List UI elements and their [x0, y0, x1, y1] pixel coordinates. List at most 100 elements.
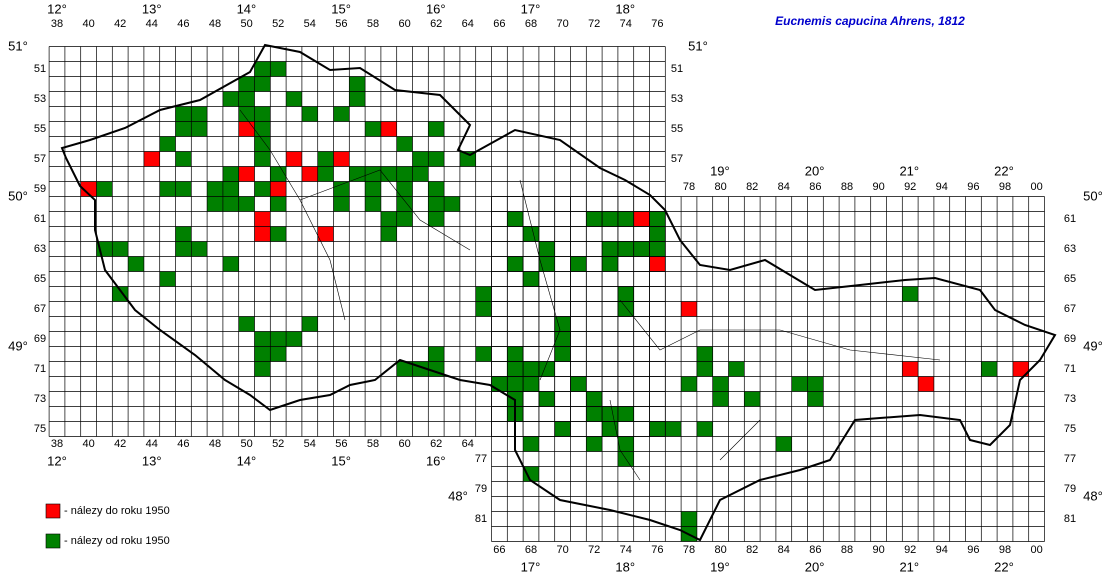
row-label: 55: [34, 123, 46, 135]
column-label: 84: [778, 181, 790, 193]
row-label: 79: [1064, 483, 1076, 495]
record-cell: [238, 106, 255, 122]
record-cell: [696, 421, 713, 437]
cells: [80, 61, 1029, 542]
column-label: 72: [588, 18, 600, 30]
record-cell: [207, 196, 223, 212]
record-cell: [191, 106, 208, 122]
record-cell: [681, 511, 697, 527]
record-cell: [270, 61, 287, 77]
record-cell: [459, 151, 476, 167]
record-cell: [428, 151, 445, 167]
record-cell: [602, 241, 618, 257]
row-label: 81: [1064, 513, 1076, 525]
legend-label: - nálezy od roku 1950: [64, 535, 170, 547]
column-label: 44: [146, 438, 158, 450]
record-cell: [586, 391, 603, 407]
longitude-label: 22°: [994, 559, 1014, 574]
record-cell: [902, 286, 919, 302]
record-cell: [649, 421, 666, 437]
record-cell: [222, 166, 239, 182]
country-border: [60, 43, 1057, 542]
record-cell: [602, 421, 618, 437]
record-cell: [649, 241, 666, 257]
record-cell: [617, 301, 634, 317]
record-cell: [554, 346, 571, 362]
record-cell: [270, 226, 287, 242]
record-cell: [475, 301, 492, 317]
record-cell: [586, 436, 603, 452]
column-label: 62: [430, 18, 442, 30]
record-cell: [617, 241, 634, 257]
longitude-label: 14°: [237, 1, 257, 16]
record-cell: [602, 211, 618, 227]
column-label: 66: [493, 544, 505, 556]
record-cell: [270, 196, 287, 212]
record-cell: [523, 376, 539, 392]
record-cell: [175, 181, 192, 197]
record-cell: [254, 226, 271, 242]
column-label: 38: [51, 438, 63, 450]
column-label: 76: [651, 18, 663, 30]
record-cell: [349, 91, 366, 107]
record-cell: [365, 196, 381, 212]
row-label: 67: [1064, 303, 1076, 315]
row-label: 65: [34, 273, 46, 285]
record-cell: [586, 406, 603, 422]
column-label: 94: [936, 544, 948, 556]
record-cell: [238, 121, 255, 137]
record-cell: [602, 256, 618, 272]
record-cell: [791, 376, 808, 392]
longitude-label: 13°: [142, 453, 162, 468]
record-cell: [538, 241, 555, 257]
column-label: 74: [620, 544, 632, 556]
record-cell: [238, 316, 255, 332]
record-cell: [270, 331, 287, 347]
record-cell: [159, 271, 176, 287]
record-cell: [396, 211, 413, 227]
record-cell: [365, 121, 381, 137]
column-label: 46: [177, 18, 189, 30]
record-cell: [744, 391, 761, 407]
record-cell: [681, 301, 697, 317]
record-cell: [222, 91, 239, 107]
column-label: 00: [1030, 544, 1042, 556]
record-cell: [80, 181, 97, 197]
row-label: 61: [34, 213, 46, 225]
column-label: 52: [272, 438, 284, 450]
record-cell: [570, 256, 587, 272]
record-cell: [159, 136, 176, 152]
record-cell: [554, 316, 571, 332]
longitude-label: 19°: [710, 163, 730, 178]
column-label: 80: [714, 181, 726, 193]
record-cell: [696, 346, 713, 362]
record-cell: [270, 346, 287, 362]
record-cell: [507, 256, 524, 272]
column-label: 92: [904, 181, 916, 193]
record-cell: [696, 361, 713, 377]
latitude-label: 48°: [1083, 488, 1103, 503]
column-label: 40: [82, 18, 94, 30]
longitude-label: 17°: [521, 559, 541, 574]
column-label: 70: [556, 18, 568, 30]
record-cell: [523, 466, 539, 482]
column-label: 40: [82, 438, 94, 450]
record-cell: [396, 181, 413, 197]
record-cell: [286, 91, 302, 107]
column-label: 48: [209, 438, 221, 450]
longitude-label: 16°: [426, 1, 446, 16]
record-cell: [238, 166, 255, 182]
record-cell: [981, 361, 998, 377]
row-label: 69: [1064, 333, 1076, 345]
record-cell: [254, 181, 271, 197]
column-label: 54: [304, 18, 316, 30]
row-label: 75: [34, 423, 46, 435]
row-label: 65: [1064, 273, 1076, 285]
column-label: 88: [841, 181, 853, 193]
record-cell: [649, 256, 666, 272]
row-label: 75: [1064, 423, 1076, 435]
column-label: 70: [556, 544, 568, 556]
record-cell: [112, 241, 129, 257]
row-label: 51: [34, 63, 46, 75]
column-label: 60: [398, 438, 410, 450]
